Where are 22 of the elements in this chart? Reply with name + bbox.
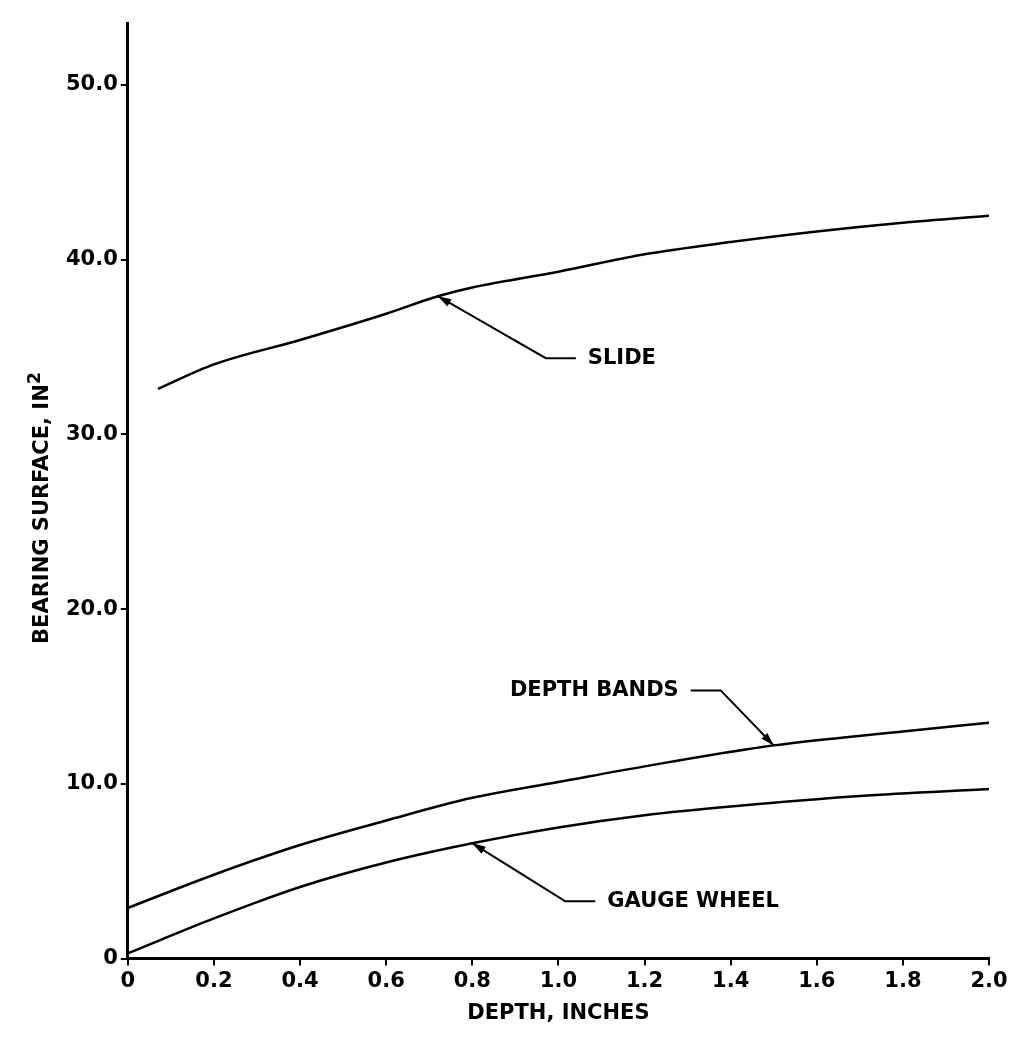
x-tick-label: 1.8 [884,967,922,992]
y-tick-label: 50.0 [65,71,118,96]
x-axis-title: DEPTH, INCHES [467,999,650,1024]
x-tick-label: 0.4 [281,967,319,992]
x-tick-label: 0 [120,967,136,992]
x-tick-label: 0.6 [367,967,405,992]
x-tick-label: 1.2 [625,967,664,992]
x-tick-label: 0.8 [453,967,491,992]
y-tick-label: 0 [103,945,118,970]
x-tick-label: 1.0 [539,967,578,992]
y-tick-label: 20.0 [65,595,118,620]
y-tick-label: 40.0 [65,245,118,270]
line-series [156,214,989,391]
y-tick-label: 10.0 [65,770,118,795]
y-tick-label: 30.0 [65,420,118,445]
annotation: SLIDE [587,344,656,369]
annotation: DEPTH BANDS [509,676,679,701]
x-tick-label: 1.4 [712,967,750,992]
x-tick-label: 1.6 [798,967,836,992]
x-tick-label: 0.2 [195,967,233,992]
x-tick-label: 2.0 [970,967,1008,992]
annotation: GAUGE WHEEL [607,887,779,912]
